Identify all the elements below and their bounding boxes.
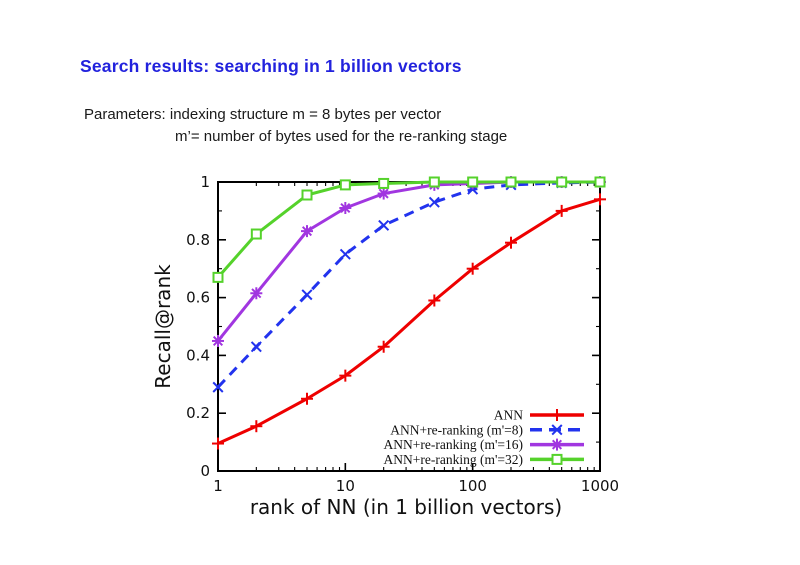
marker-stroke [551, 439, 563, 450]
marker-stroke [340, 202, 351, 214]
parameters-line-2: m’= number of bytes used for the re-rank… [175, 128, 508, 145]
marker-stroke [551, 424, 563, 436]
marker-stroke [378, 219, 390, 231]
x-axis-label: rank of NN (in 1 billion vectors) [250, 495, 562, 519]
marker-square [378, 177, 390, 189]
series-marker-3 [301, 189, 313, 201]
marker-square [339, 179, 351, 191]
legend-label-3: ANN+re-ranking (m'=32) [384, 452, 524, 467]
marker-stroke [428, 196, 440, 208]
legend-label-1: ANN+re-ranking (m'=8) [390, 422, 523, 437]
series-marker-3 [594, 176, 606, 188]
y-tick-label: 0 [200, 462, 210, 480]
marker-square [505, 176, 517, 188]
series-marker-1 [378, 219, 390, 231]
legend-sample-marker-0 [551, 409, 563, 421]
series-marker-0 [212, 437, 224, 450]
legend-label-2: ANN+re-ranking (m'=16) [384, 437, 524, 452]
series-marker-3 [339, 179, 351, 191]
series-marker-1 [250, 341, 262, 353]
series-marker-2 [339, 202, 352, 215]
series-marker-1 [428, 196, 440, 208]
parameters-block: Parameters: indexing structure m = 8 byt… [84, 104, 507, 148]
series-marker-3 [428, 176, 440, 188]
series-marker-0 [377, 340, 390, 353]
x-tick-label: 1 [213, 477, 223, 495]
series-marker-1 [212, 381, 224, 393]
y-tick-label: 0.8 [186, 231, 210, 249]
marker-square [212, 271, 224, 283]
series-marker-0 [339, 369, 352, 382]
series-marker-0 [428, 294, 441, 307]
series-marker-3 [505, 176, 517, 188]
marker-stroke [212, 335, 224, 346]
marker-stroke [251, 288, 262, 299]
marker-square [594, 176, 606, 188]
series-line-0 [217, 197, 601, 445]
marker-stroke [212, 381, 224, 393]
series-marker-0 [504, 236, 517, 249]
series-line-1 [216, 180, 601, 389]
series-marker-0 [594, 193, 606, 206]
series-marker-3 [467, 176, 479, 188]
series-marker-2 [377, 187, 390, 200]
marker-stroke [339, 248, 351, 260]
series-line-3 [216, 180, 600, 279]
series-marker-3 [212, 271, 224, 283]
x-tick-label: 10 [336, 477, 355, 495]
page-title: Search results: searching in 1 billion v… [80, 56, 462, 76]
series-marker-2 [301, 225, 314, 238]
marker-stroke [301, 289, 313, 301]
marker-stroke [250, 341, 262, 353]
y-tick-label: 0.4 [186, 346, 210, 364]
marker-stroke [378, 188, 389, 199]
series-marker-0 [555, 204, 568, 217]
series-marker-1 [301, 289, 313, 301]
series-line-2 [216, 180, 600, 342]
series-marker-0 [250, 420, 263, 433]
legend-label-0: ANN [494, 408, 523, 423]
marker-square [556, 176, 568, 188]
legend-sample-marker-3 [551, 453, 563, 465]
series-marker-2 [212, 334, 224, 347]
x-tick-label: 100 [458, 477, 487, 495]
marker-square [428, 176, 440, 188]
series-marker-0 [301, 392, 314, 405]
y-axis-label: Recall@rank [151, 264, 175, 389]
marker-square [467, 176, 479, 188]
marker-stroke [301, 226, 313, 237]
marker-square [250, 228, 262, 240]
series-marker-0 [466, 262, 479, 275]
x-tick-label: 1000 [581, 477, 619, 495]
parameters-line-1: Parameters: indexing structure m = 8 byt… [84, 106, 442, 123]
series-marker-2 [250, 287, 263, 300]
series-marker-1 [339, 248, 351, 260]
legend-sample-marker-2 [551, 438, 563, 451]
series-marker-3 [250, 228, 262, 240]
y-tick-label: 1 [200, 173, 210, 191]
marker-square [301, 189, 313, 201]
y-tick-label: 0.6 [186, 289, 210, 307]
series-marker-3 [378, 177, 390, 189]
legend-sample-marker-1 [551, 424, 563, 436]
series-marker-3 [556, 176, 568, 188]
y-tick-label: 0.2 [186, 404, 210, 422]
marker-square [551, 453, 563, 465]
